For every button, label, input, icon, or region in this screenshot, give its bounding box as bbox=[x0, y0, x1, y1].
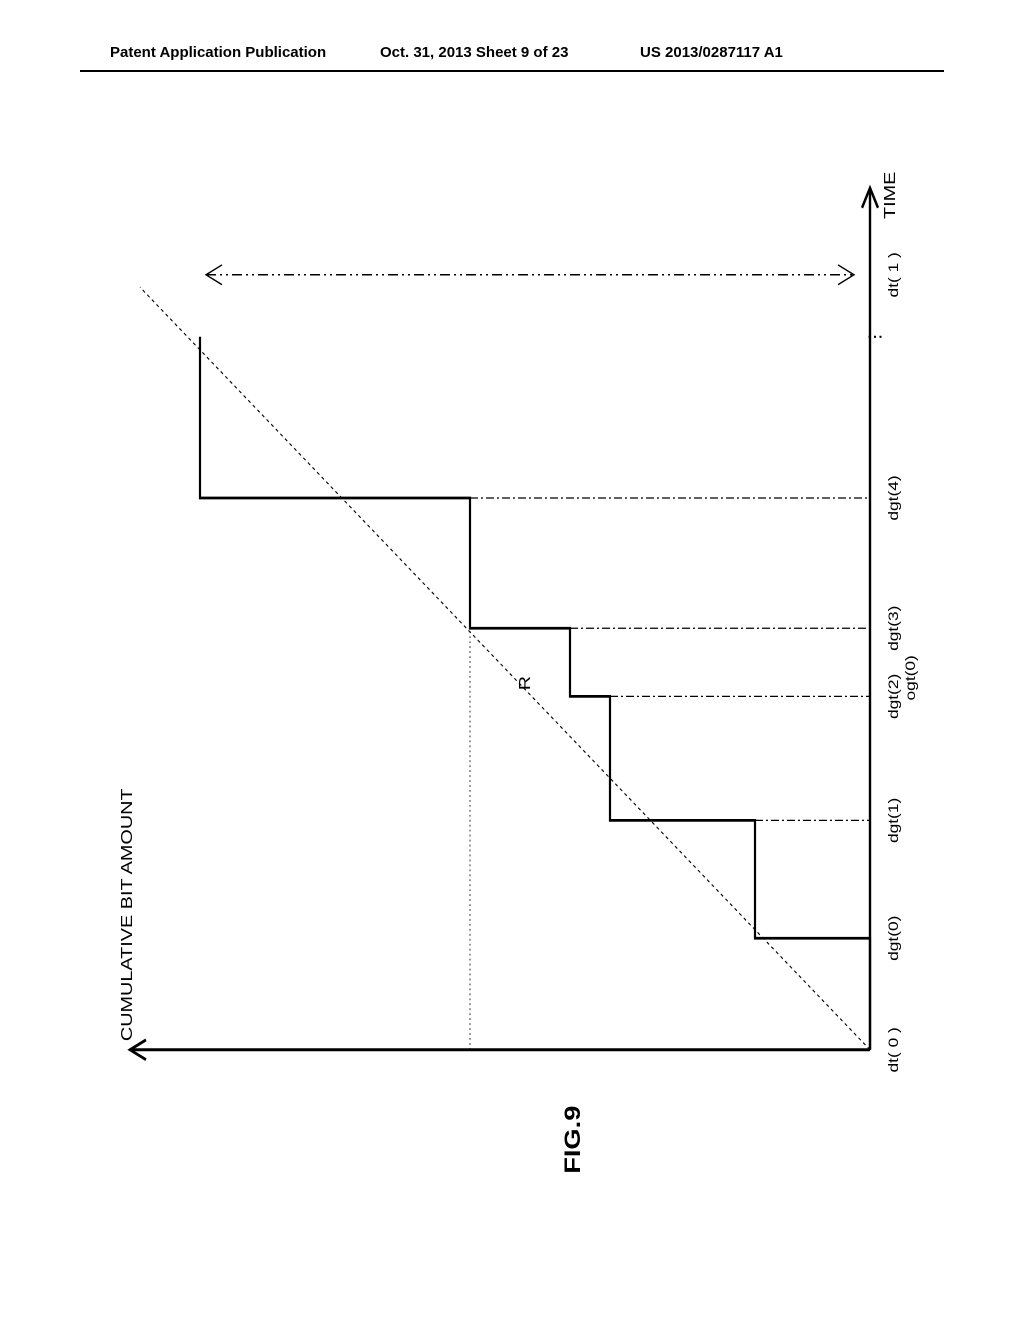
figure-svg: R CUMULATIVE BIT AMOUNT TIME FIG.9 dt( 0… bbox=[110, 160, 920, 1180]
header-left: Patent Application Publication bbox=[110, 44, 326, 61]
tick-dots: ⋮ bbox=[866, 327, 884, 347]
header-center: Oct. 31, 2013 Sheet 9 of 23 bbox=[380, 44, 568, 61]
figure-9: R CUMULATIVE BIT AMOUNT TIME FIG.9 dt( 0… bbox=[110, 160, 920, 1180]
tick-dt0: dt( 0 ) bbox=[886, 1027, 901, 1072]
tick-ogt0: ogt(0) bbox=[903, 655, 918, 700]
tick-dgt4: dgt(4) bbox=[886, 475, 901, 520]
page: Patent Application Publication Oct. 31, … bbox=[0, 0, 1024, 1320]
figure-caption: FIG.9 bbox=[561, 1106, 585, 1174]
R-label: R bbox=[516, 676, 534, 690]
tick-dgt1: dgt(1) bbox=[886, 798, 901, 843]
page-header: Patent Application Publication Oct. 31, … bbox=[0, 44, 1024, 68]
tick-dgt2: dgt(2) bbox=[886, 674, 901, 719]
tick-dgt0: dgt(0) bbox=[886, 916, 901, 961]
chart-bg bbox=[110, 163, 920, 1180]
header-right: US 2013/0287117 A1 bbox=[640, 44, 783, 61]
y-axis-label: CUMULATIVE BIT AMOUNT bbox=[118, 788, 136, 1041]
x-axis-label: TIME bbox=[881, 172, 899, 219]
tick-dgt3: dgt(3) bbox=[886, 606, 901, 651]
header-rule bbox=[80, 70, 944, 72]
tick-dt1: dt( 1 ) bbox=[886, 252, 901, 297]
